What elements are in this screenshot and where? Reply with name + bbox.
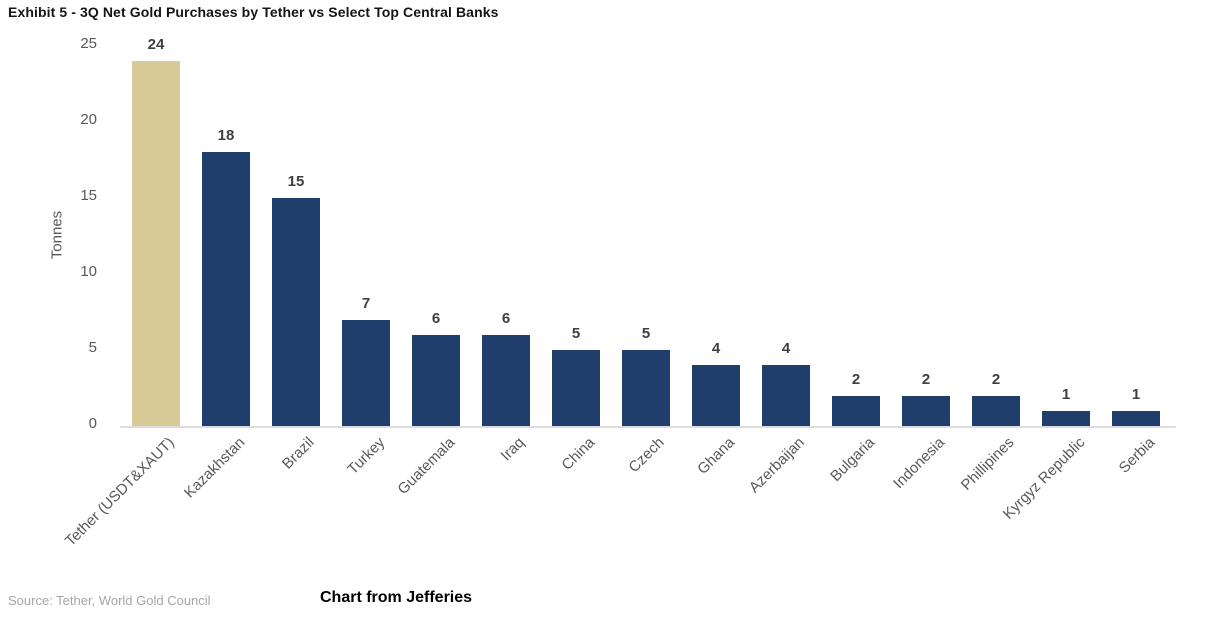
- bar-bulgaria: [832, 395, 880, 426]
- bar-guatemala: [412, 334, 460, 426]
- chart-title: Exhibit 5 - 3Q Net Gold Purchases by Tet…: [8, 4, 499, 20]
- bar-value-label: 1: [1061, 385, 1071, 403]
- bar-kazakhstan: [202, 152, 250, 426]
- x-axis-label: Phillipines: [958, 434, 1019, 494]
- bar-czech: [622, 350, 670, 426]
- x-axis-label: Brazil: [279, 434, 319, 473]
- x-axis-label: Iraq: [497, 434, 529, 465]
- bar-value-label: 4: [711, 340, 721, 358]
- bar-value-label: 5: [571, 325, 581, 342]
- bar-azerbaijan: [762, 365, 810, 426]
- x-axis-line: [120, 426, 1176, 428]
- x-axis-label: China: [558, 434, 599, 474]
- bar-tether-usdt-xaut: [132, 61, 180, 426]
- source-note: Source: Tether, World Gold Council: [8, 593, 211, 608]
- y-axis-title: Tonnes: [48, 210, 66, 260]
- bar-value-label: 6: [501, 309, 511, 327]
- bar-turkey: [342, 319, 390, 426]
- x-axis-label: Bulgaria: [827, 434, 879, 485]
- bar-brazil: [272, 198, 320, 426]
- bar-value-label: 15: [287, 173, 305, 190]
- bar-china: [552, 350, 600, 426]
- y-tick-label: 10: [80, 263, 97, 280]
- bar-phillipines: [972, 395, 1020, 426]
- y-tick-label: 5: [88, 339, 97, 356]
- y-tick-label: 0: [88, 415, 97, 432]
- bar-value-label: 2: [921, 370, 931, 388]
- x-axis-label: Kazakhstan: [180, 434, 249, 502]
- x-axis-label: Guatemala: [394, 434, 459, 498]
- y-tick-label: 20: [80, 111, 97, 128]
- x-axis-label: Czech: [625, 434, 669, 477]
- bar-value-label: 1: [1131, 385, 1141, 403]
- y-tick-label: 15: [80, 187, 97, 204]
- y-tick-label: 25: [80, 35, 97, 52]
- bar-value-label: 5: [641, 325, 651, 342]
- bar-value-label: 4: [781, 340, 791, 358]
- x-axis-label: Tether (USDT&XAUT): [62, 434, 179, 550]
- bar-ghana: [692, 365, 740, 426]
- bar-serbia: [1112, 410, 1160, 426]
- x-axis-label: Turkey: [343, 434, 389, 479]
- x-axis-label: Serbia: [1115, 434, 1159, 477]
- bar-iraq: [482, 334, 530, 426]
- bar-value-label: 18: [217, 127, 235, 145]
- bar-value-label: 2: [991, 370, 1001, 388]
- x-axis-label: Ghana: [694, 434, 739, 478]
- x-axis-label: Indonesia: [889, 434, 949, 493]
- bar-value-label: 24: [147, 36, 165, 54]
- bar-value-label: 6: [431, 309, 441, 327]
- credit-note: Chart from Jefferies: [320, 589, 473, 606]
- bar-kyrgyz-republic: [1042, 410, 1090, 426]
- bar-indonesia: [902, 395, 950, 426]
- bar-value-label: 2: [851, 370, 861, 388]
- x-axis-label: Azerbaijan: [745, 434, 809, 497]
- bar-value-label: 7: [361, 294, 371, 312]
